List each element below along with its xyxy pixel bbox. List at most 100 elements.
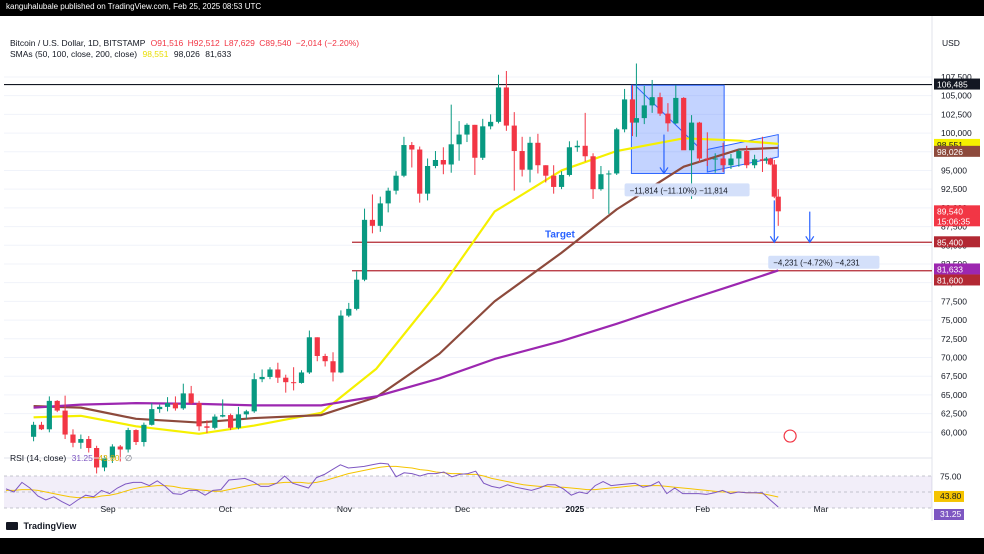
sma50-value: 98,551 — [142, 49, 169, 59]
candle-body — [38, 424, 45, 430]
candle-body — [681, 97, 687, 151]
candle-body — [574, 145, 580, 148]
measure1-label: −11,814 (−11.10%) −11,814 — [630, 186, 729, 195]
y-tick-label: 67,500 — [941, 371, 967, 381]
candle-body — [54, 400, 60, 411]
candle-body — [767, 158, 773, 165]
candle-body — [720, 158, 726, 166]
y-tick-label: 72,500 — [941, 334, 967, 344]
candle-body — [649, 97, 655, 106]
price-badge-label: 106,485 — [937, 80, 968, 90]
ohlc-open: O91,516 — [150, 38, 184, 48]
ohlc-high: H92,512 — [187, 38, 220, 48]
price-badge-label: 89,540 — [937, 206, 963, 216]
ohlc-low: L87,629 — [224, 38, 255, 48]
candle-body — [535, 142, 541, 166]
candle-body — [172, 403, 179, 409]
candle-body — [771, 164, 777, 197]
y-tick-label: 107,500 — [941, 72, 972, 82]
measure2-label-bg — [768, 255, 880, 269]
candle-body — [314, 337, 320, 356]
candle-body — [78, 439, 84, 443]
candle-body — [704, 158, 710, 160]
candle-body — [204, 426, 210, 428]
candle-body — [109, 446, 115, 459]
price-badge-label: 15:06:35 — [937, 216, 970, 226]
y-tick-label: 62,500 — [941, 409, 967, 419]
candle-body — [346, 308, 352, 316]
x-tick-label: Sep — [100, 504, 115, 514]
price-badge — [934, 215, 980, 227]
price-badge — [934, 263, 980, 275]
candle-body — [456, 134, 462, 145]
candle-body — [417, 149, 423, 194]
candle-body — [527, 142, 533, 170]
candle-body — [480, 126, 486, 158]
rsi-badge — [934, 509, 964, 520]
symbol-title: Bitcoin / U.S. Dollar, 1D, BITSTAMP — [10, 38, 146, 48]
candle-body — [566, 147, 573, 175]
price-badge-label: 85,400 — [937, 237, 963, 247]
candle-body — [744, 151, 750, 166]
candle-body — [157, 406, 163, 410]
candle-body — [696, 122, 703, 159]
candle-body — [267, 369, 273, 377]
candle-body — [259, 376, 265, 380]
arrow-down-3-head — [659, 167, 669, 175]
candle-body — [673, 97, 679, 124]
candle-body — [298, 372, 305, 383]
alert-icon — [783, 429, 797, 443]
candle-body — [227, 415, 234, 428]
candle-body — [46, 400, 52, 430]
candle-body — [220, 415, 226, 417]
sma200-value: 81,633 — [205, 49, 232, 59]
target-label: Target — [545, 229, 575, 240]
candle-body — [606, 173, 612, 175]
price-badge-label: 98,551 — [937, 140, 963, 150]
symbol-line: Bitcoin / U.S. Dollar, 1D, BITSTAMP O91,… — [10, 38, 359, 48]
candle-body — [235, 414, 242, 428]
candle-body — [133, 430, 139, 443]
candle-body — [759, 159, 766, 161]
measure1-label-bg — [624, 183, 750, 197]
candle-body — [306, 337, 312, 373]
candle-body — [511, 125, 517, 152]
y-tick-label: 65,000 — [941, 390, 967, 400]
candle-body — [196, 403, 202, 427]
tradingview-brand[interactable]: TradingView — [6, 521, 76, 531]
candle-body — [633, 118, 639, 123]
candle-body — [251, 379, 257, 412]
candle-body — [180, 393, 186, 409]
measure2-label: −4,231 (−4.72%) −4,231 — [773, 259, 860, 268]
y-tick-label: 100,000 — [941, 128, 972, 138]
candle-body — [86, 439, 92, 449]
sma-label: SMAs (50, 100, close, 200, close) — [10, 49, 138, 59]
price-badge — [934, 78, 980, 90]
x-tick-label: 2025 — [565, 504, 584, 514]
candle-body — [621, 99, 628, 130]
candle-body — [125, 430, 131, 450]
sma-line: SMAs (50, 100, close, 200, close) 98,551… — [10, 49, 231, 59]
rsi-line — [5, 462, 779, 508]
candle-body — [409, 145, 415, 150]
price-badge-label: 81,633 — [937, 264, 963, 274]
x-tick-label: Mar — [814, 504, 829, 514]
candle-body — [763, 158, 770, 161]
candle-body — [488, 121, 494, 127]
candle-body — [330, 361, 336, 373]
candle-body — [582, 145, 588, 157]
candle-body — [361, 219, 368, 280]
tradingview-brand-label: TradingView — [23, 521, 77, 531]
chart-panel — [0, 16, 984, 538]
candle-body — [377, 203, 383, 226]
candle-body — [736, 151, 742, 159]
rsi-tick-label: 31.25 — [940, 509, 962, 519]
candle-body — [322, 355, 328, 362]
y-tick-label: 102,500 — [941, 109, 972, 119]
sma100-value: 98,026 — [173, 49, 200, 59]
candle-body — [614, 129, 620, 174]
rsi-tick-label: 43.80 — [940, 491, 962, 501]
y-tick-label: 77,500 — [941, 296, 967, 306]
y-tick-label: 95,000 — [941, 165, 967, 175]
chart-svg[interactable]: −11,814 (−11.10%) −11,814 −4,231 (−4.72%)… — [0, 16, 984, 538]
